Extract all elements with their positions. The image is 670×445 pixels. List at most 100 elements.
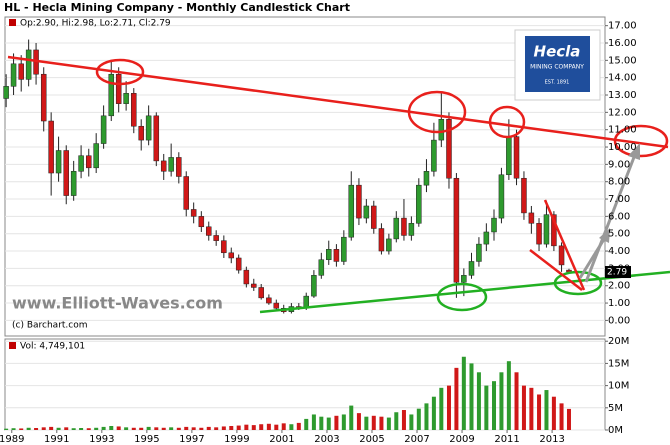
candle-body bbox=[551, 214, 557, 247]
candle-body bbox=[393, 217, 400, 240]
x-tick-label: 2003 bbox=[314, 434, 339, 445]
candle-body bbox=[131, 93, 137, 127]
watermark: www.Elliott-Waves.com bbox=[12, 294, 223, 313]
volume-bar bbox=[259, 424, 264, 430]
volume-bar bbox=[304, 418, 309, 430]
volume-bar bbox=[11, 428, 16, 430]
chart-title: HL - Hecla Mining Company - Monthly Cand… bbox=[4, 1, 350, 14]
volume-bar bbox=[537, 394, 542, 430]
volume-bar bbox=[544, 390, 549, 430]
logo-text: Hecla bbox=[534, 43, 581, 61]
candle-body bbox=[468, 261, 475, 276]
y-tick-label: 0.00 bbox=[608, 315, 630, 326]
volume-bar bbox=[154, 427, 159, 430]
circle bbox=[613, 124, 669, 158]
candle-body bbox=[18, 63, 24, 80]
x-tick-label: 1993 bbox=[89, 434, 114, 445]
volume-bar bbox=[41, 427, 46, 430]
volume-bar bbox=[79, 428, 84, 430]
candle-body bbox=[63, 150, 69, 196]
volume-bar bbox=[199, 427, 204, 430]
volume-bar bbox=[401, 410, 406, 430]
wedge-line bbox=[543, 199, 586, 291]
volume-tick-label: 5M bbox=[608, 403, 623, 414]
volume-bar bbox=[206, 426, 211, 430]
candle-body bbox=[25, 49, 32, 80]
copyright: (c) Barchart.com bbox=[12, 321, 88, 331]
volume-bar bbox=[161, 427, 166, 430]
candle-body bbox=[70, 171, 77, 196]
y-tick-label: 2.00 bbox=[608, 281, 630, 292]
candle-body bbox=[251, 283, 257, 288]
wedge-line bbox=[529, 249, 583, 291]
volume-bar bbox=[334, 415, 339, 430]
volume-bar bbox=[551, 396, 556, 430]
grid-layer bbox=[5, 25, 608, 433]
y-tick-label: 16.00 bbox=[608, 38, 637, 49]
y-tick-label: 7.00 bbox=[608, 194, 630, 205]
candle-body bbox=[190, 209, 197, 217]
candle-body bbox=[100, 115, 107, 144]
volume-bar bbox=[169, 427, 174, 430]
candle-body bbox=[386, 238, 392, 252]
volume-tick-label: 15M bbox=[608, 358, 629, 369]
volume-bar bbox=[529, 387, 534, 430]
legend-swatch bbox=[9, 19, 16, 26]
volume-bar bbox=[4, 428, 9, 430]
candle-body bbox=[371, 205, 377, 229]
support-line bbox=[259, 270, 670, 314]
candle-body bbox=[378, 228, 385, 252]
volume-bar bbox=[176, 427, 181, 430]
volume-bar bbox=[274, 424, 279, 430]
candle-body bbox=[446, 119, 452, 179]
volume-bar bbox=[446, 385, 451, 430]
volume-bar bbox=[394, 412, 399, 430]
volume-panel bbox=[4, 338, 606, 431]
volume-bar bbox=[289, 424, 294, 430]
y-tick-label: 14.00 bbox=[608, 73, 637, 84]
candle-body bbox=[333, 249, 340, 262]
candle-body bbox=[536, 223, 542, 245]
volume-bar bbox=[476, 372, 481, 430]
x-tick-label: 1995 bbox=[134, 434, 159, 445]
candle-body bbox=[356, 184, 362, 219]
candle-body bbox=[235, 257, 242, 271]
y-tick-label: 12.00 bbox=[608, 107, 637, 118]
volume-bar bbox=[139, 427, 144, 430]
x-tick-label: 1997 bbox=[179, 434, 204, 445]
volume-bar bbox=[131, 427, 136, 430]
marks-layer bbox=[3, 39, 572, 430]
price-legend: Op:2.90, Hi:2.98, Lo:2.71, Cl:2.79 bbox=[20, 19, 171, 29]
volume-bar bbox=[379, 416, 384, 430]
candle-body bbox=[326, 249, 332, 260]
candle-body bbox=[206, 226, 212, 236]
candle-body bbox=[183, 176, 189, 210]
volume-bar bbox=[559, 403, 564, 430]
volume-bar bbox=[56, 427, 61, 430]
last-price-box bbox=[605, 266, 631, 279]
volume-bar bbox=[469, 363, 474, 430]
volume-bar bbox=[71, 428, 76, 430]
circle bbox=[553, 270, 603, 296]
circle bbox=[95, 58, 145, 86]
volume-bar bbox=[94, 427, 99, 430]
candle-body bbox=[40, 73, 47, 122]
candle-body bbox=[521, 177, 527, 214]
volume-bar bbox=[364, 416, 369, 430]
arrow-head bbox=[599, 228, 610, 243]
y-tick-label: 11.00 bbox=[608, 125, 637, 136]
volume-bar bbox=[34, 428, 39, 430]
candle-body bbox=[123, 93, 129, 104]
candle-body bbox=[86, 155, 92, 169]
candle-body bbox=[416, 184, 422, 224]
candle-body bbox=[115, 73, 122, 104]
volume-bar bbox=[506, 361, 511, 430]
candle-body bbox=[198, 216, 205, 228]
volume-bar bbox=[26, 427, 31, 430]
volume-bar bbox=[521, 385, 526, 430]
volume-bar bbox=[484, 385, 489, 430]
volume-bar bbox=[244, 424, 249, 430]
volume-bar bbox=[266, 423, 271, 430]
candle-body bbox=[431, 139, 437, 172]
volume-bar bbox=[514, 372, 519, 430]
